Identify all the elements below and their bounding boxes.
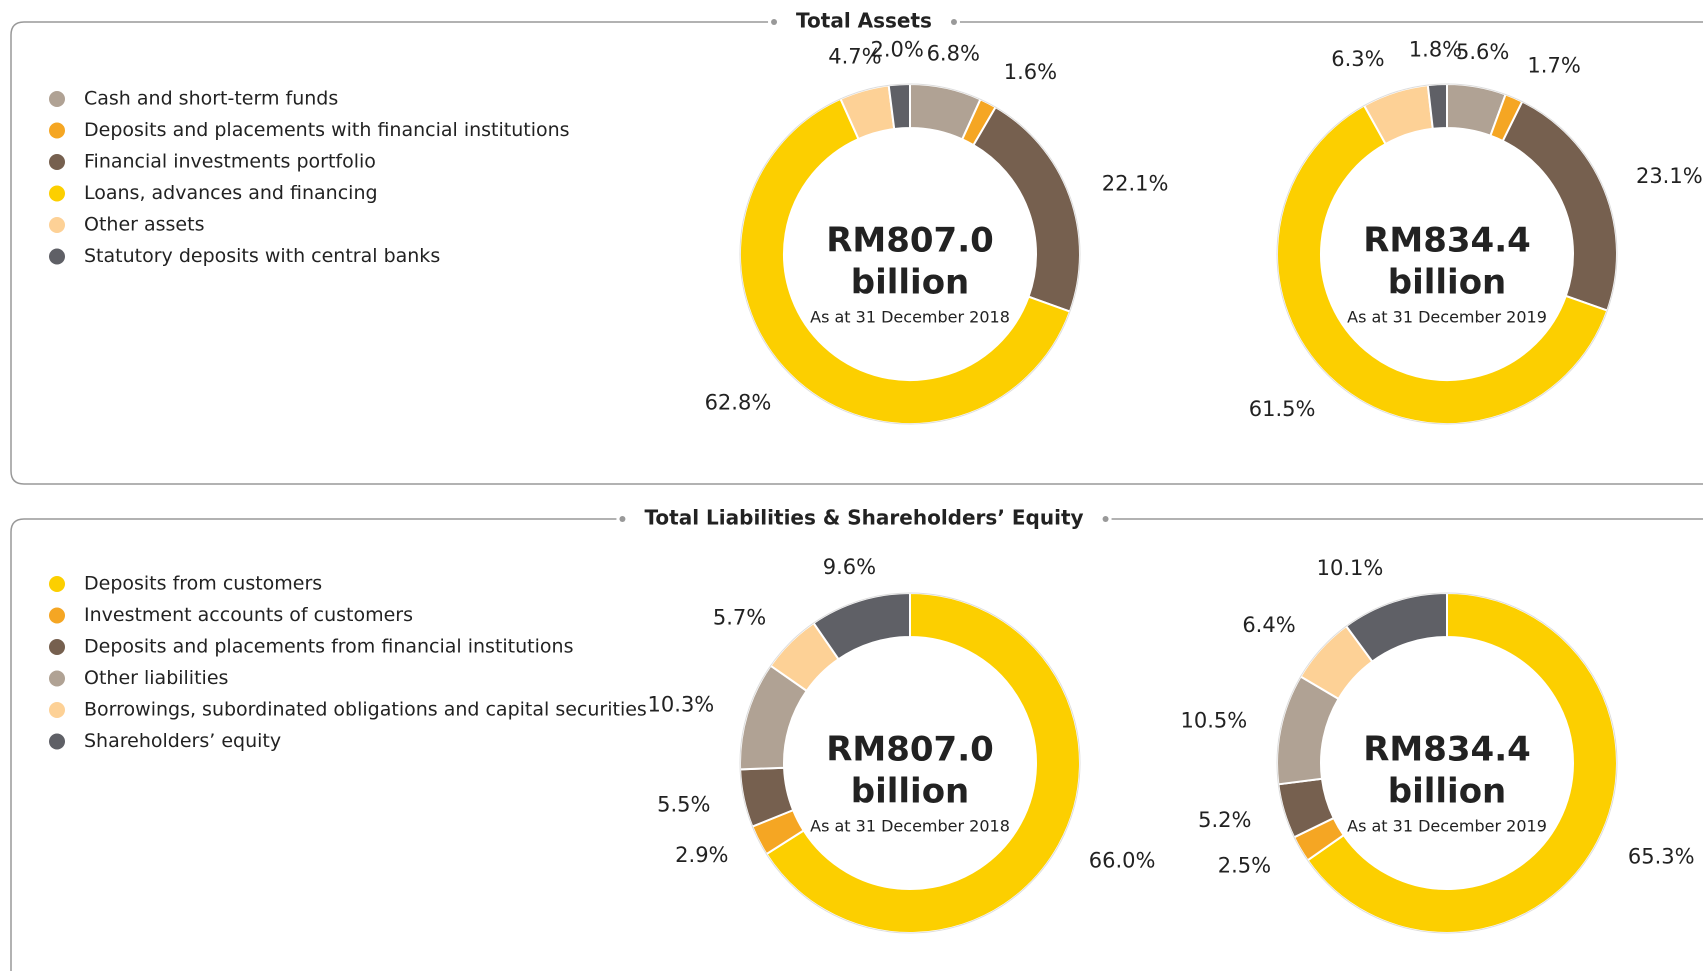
legend-label: Shareholders’ equity <box>84 730 281 752</box>
center-value: RM834.4 <box>1363 730 1531 770</box>
data-label: 1.6% <box>1004 60 1057 84</box>
data-label: 5.5% <box>657 793 710 817</box>
center-unit: billion <box>1388 772 1507 812</box>
legend-dot <box>49 122 65 139</box>
data-label: 5.7% <box>713 605 766 629</box>
data-label: 62.8% <box>705 391 772 415</box>
title-dot <box>1102 516 1109 522</box>
data-label: 2.5% <box>1218 853 1271 877</box>
legend-dot <box>49 670 65 687</box>
data-label: 10.5% <box>1181 709 1248 733</box>
center-value: RM834.4 <box>1363 221 1531 261</box>
data-label: 61.5% <box>1249 397 1316 421</box>
legend-label: Deposits from customers <box>84 573 322 595</box>
donut-ring <box>739 592 1081 934</box>
legend-label: Deposits and placements with financial i… <box>84 119 570 141</box>
data-label: 1.8% <box>1409 37 1462 61</box>
center-value: RM807.0 <box>826 221 994 261</box>
legend-label: Financial investments portfolio <box>84 151 376 173</box>
section-title: Total Assets <box>796 9 932 33</box>
donut-slice <box>972 105 1081 313</box>
legend-dot <box>49 217 65 233</box>
legend-label: Borrowings, subordinated obligations and… <box>84 699 647 721</box>
data-label: 22.1% <box>1102 171 1169 195</box>
center-unit: billion <box>851 772 970 812</box>
data-label: 2.9% <box>675 843 728 867</box>
center-date: As at 31 December 2019 <box>1347 817 1547 836</box>
data-label: 23.1% <box>1636 164 1703 188</box>
legend-label: Other liabilities <box>84 667 228 689</box>
data-label: 6.4% <box>1242 613 1295 637</box>
data-label: 5.2% <box>1198 808 1251 832</box>
data-label: 6.8% <box>927 42 980 66</box>
data-label: 66.0% <box>1089 848 1156 872</box>
legend-dot <box>49 639 65 655</box>
legend-label: Cash and short-term funds <box>84 88 338 110</box>
center-value: RM807.0 <box>826 730 994 770</box>
legend-label: Investment accounts of customers <box>84 604 413 626</box>
legend-dot <box>49 702 65 718</box>
legend-dot <box>49 91 65 107</box>
section-frame <box>10 518 1703 971</box>
section-title: Total Liabilities & Shareholders’ Equity <box>644 506 1083 530</box>
center-unit: billion <box>1388 263 1507 303</box>
legend-dot <box>49 576 65 592</box>
donut-ring <box>739 83 1081 425</box>
data-label: 2.0% <box>871 37 924 61</box>
title-dot <box>771 19 778 25</box>
legend-dot <box>49 248 65 265</box>
center-date: As at 31 December 2019 <box>1347 308 1547 327</box>
legend-label: Deposits and placements from financial i… <box>84 636 573 658</box>
data-label: 1.7% <box>1527 54 1580 78</box>
title-dot <box>619 516 626 522</box>
section-frame <box>10 21 1703 485</box>
data-label: 10.1% <box>1317 556 1384 580</box>
title-gap <box>768 16 960 28</box>
legend-dot <box>49 607 65 624</box>
legend-dot <box>49 154 65 170</box>
legend-dot <box>49 733 65 750</box>
title-gap <box>616 513 1112 525</box>
center-unit: billion <box>851 263 970 303</box>
center-date: As at 31 December 2018 <box>810 817 1010 836</box>
data-label: 10.3% <box>648 692 715 716</box>
data-label: 65.3% <box>1628 844 1695 868</box>
legend-dot <box>49 185 65 202</box>
title-dot <box>950 19 957 25</box>
center-date: As at 31 December 2018 <box>810 308 1010 327</box>
legend-label: Other assets <box>84 214 204 236</box>
data-label: 5.6% <box>1456 40 1509 64</box>
data-label: 4.7% <box>828 45 881 69</box>
donut-ring <box>1276 83 1618 425</box>
legend-label: Loans, advances and financing <box>84 182 378 204</box>
donut-ring <box>1276 592 1618 934</box>
legend-label: Statutory deposits with central banks <box>84 245 440 267</box>
data-label: 9.6% <box>823 555 876 579</box>
data-label: 6.3% <box>1331 47 1384 71</box>
donut-slice <box>1501 100 1618 312</box>
